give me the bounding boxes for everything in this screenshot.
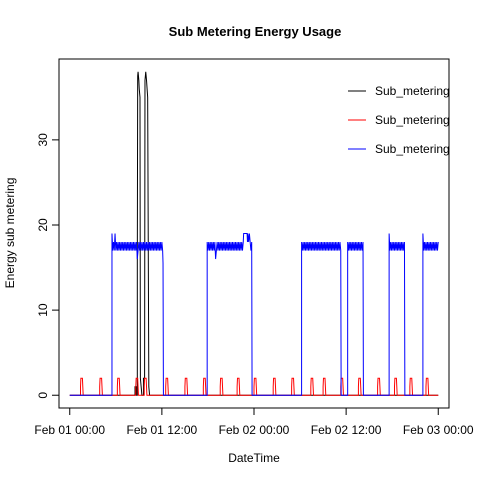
- x-tick-label: Feb 03 00:00: [403, 423, 474, 437]
- series-line-2: [69, 377, 439, 396]
- series-layer: [69, 71, 439, 396]
- y-tick-label: 0: [36, 392, 50, 399]
- y-tick-label: 20: [36, 218, 50, 232]
- series-line-3: [69, 233, 439, 396]
- x-tick-label: Feb 01 00:00: [34, 423, 105, 437]
- x-tick-label: Feb 02 00:00: [219, 423, 290, 437]
- chart-title: Sub Metering Energy Usage: [169, 24, 342, 39]
- legend-label-1: Sub_metering: [375, 84, 450, 98]
- y-tick-label: 10: [36, 303, 50, 317]
- legend-label-3: Sub_metering: [375, 142, 450, 156]
- series-line-1: [69, 71, 439, 396]
- x-axis: Feb 01 00:00 Feb 01 12:00 Feb 02 00:00 Feb …: [34, 407, 474, 437]
- x-tick-label: Feb 02 12:00: [311, 423, 382, 437]
- legend-label-2: Sub_metering: [375, 113, 450, 127]
- y-tick-label: 30: [36, 133, 50, 147]
- plot-frame: [58, 58, 450, 409]
- legend: Sub_metering Sub_metering Sub_metering: [348, 84, 450, 156]
- y-axis-label: Energy sub metering: [3, 178, 17, 289]
- x-tick-label: Feb 01 12:00: [127, 423, 198, 437]
- y-axis: 0 10 20 30: [36, 133, 60, 399]
- x-axis-label: DateTime: [228, 451, 280, 465]
